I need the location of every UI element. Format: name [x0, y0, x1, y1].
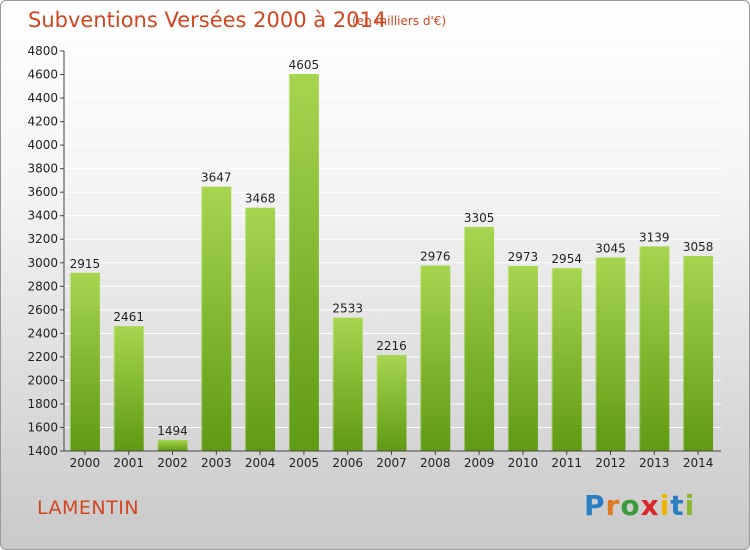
x-tick-label: 2002	[157, 456, 188, 470]
x-tick-label: 2007	[376, 456, 407, 470]
logo-letter: i	[684, 489, 696, 522]
data-label: 3647	[201, 171, 232, 185]
data-label: 3058	[683, 240, 714, 254]
axes	[60, 50, 721, 455]
bar	[288, 73, 319, 452]
data-label: 1494	[157, 424, 188, 438]
data-label: 3468	[245, 192, 276, 206]
bar	[420, 265, 451, 451]
chart-title: Subventions Versées 2000 à 2014	[28, 8, 387, 32]
x-tick-label: 2006	[332, 456, 363, 470]
bar	[683, 255, 714, 451]
y-tick-label: 4600	[27, 68, 58, 82]
y-tick-label: 4000	[27, 138, 58, 152]
y-tick-label: 2000	[27, 373, 58, 387]
bar	[332, 317, 363, 451]
bar	[551, 268, 582, 451]
data-label: 3139	[639, 230, 670, 244]
bar	[69, 272, 100, 451]
x-tick-label: 2003	[201, 456, 232, 470]
y-tick-label: 2400	[27, 326, 58, 340]
logo-letter: o	[620, 489, 641, 522]
logo-letter: r	[605, 489, 621, 522]
y-tick-label: 3800	[27, 162, 58, 176]
bar	[376, 355, 407, 451]
y-tick-label: 1800	[27, 397, 58, 411]
x-tick-label: 2009	[464, 456, 495, 470]
y-tick-label: 3600	[27, 185, 58, 199]
data-label: 3305	[464, 211, 495, 225]
x-tick-label: 2010	[508, 456, 539, 470]
x-tick-label: 2004	[245, 456, 276, 470]
chart-subtitle: (en milliers d'€)	[352, 14, 447, 28]
bar	[201, 186, 232, 451]
proxiti-logo[interactable]: Proxiti	[584, 489, 695, 522]
data-label: 2976	[420, 250, 451, 264]
data-label: 2954	[551, 252, 582, 266]
logo-letter: i	[659, 489, 671, 522]
bar	[157, 439, 188, 451]
bar	[595, 257, 626, 451]
logo-letter: t	[670, 489, 685, 522]
data-label: 2915	[70, 257, 101, 271]
x-tick-label: 2001	[113, 456, 144, 470]
bar	[245, 207, 276, 451]
labels: 1400 1600 1800 2000 2200 2400 2600 2800 3000 3200…	[27, 44, 713, 470]
y-tick-label: 2200	[27, 350, 58, 364]
x-tick-label: 2005	[289, 456, 320, 470]
data-label: 4605	[289, 58, 320, 72]
bar	[464, 226, 495, 451]
data-label: 2533	[332, 302, 363, 316]
data-label: 2216	[376, 339, 407, 353]
y-tick-label: 1400	[27, 444, 58, 458]
y-tick-label: 2600	[27, 303, 58, 317]
y-tick-label: 4400	[27, 91, 58, 105]
x-tick-label: 2008	[420, 456, 451, 470]
y-tick-label: 3400	[27, 209, 58, 223]
bar	[639, 246, 670, 451]
logo-letter: P	[584, 489, 606, 522]
y-tick-label: 2800	[27, 279, 58, 293]
y-tick-label: 4200	[27, 115, 58, 129]
bars	[69, 73, 714, 452]
commune-name: LAMENTIN	[37, 497, 140, 519]
y-tick-label: 4800	[27, 44, 58, 58]
bar	[113, 326, 144, 451]
x-tick-label: 2013	[639, 456, 670, 470]
data-label: 2973	[508, 250, 539, 264]
x-tick-label: 2000	[70, 456, 101, 470]
data-label: 3045	[595, 241, 626, 255]
y-tick-label: 1600	[27, 420, 58, 434]
y-tick-label: 3200	[27, 232, 58, 246]
x-tick-label: 2012	[595, 456, 626, 470]
logo-letter: x	[640, 489, 660, 522]
y-tick-label: 3000	[27, 256, 58, 270]
x-tick-label: 2011	[551, 456, 582, 470]
bar	[507, 265, 538, 451]
data-label: 2461	[113, 310, 144, 324]
x-tick-label: 2014	[683, 456, 714, 470]
